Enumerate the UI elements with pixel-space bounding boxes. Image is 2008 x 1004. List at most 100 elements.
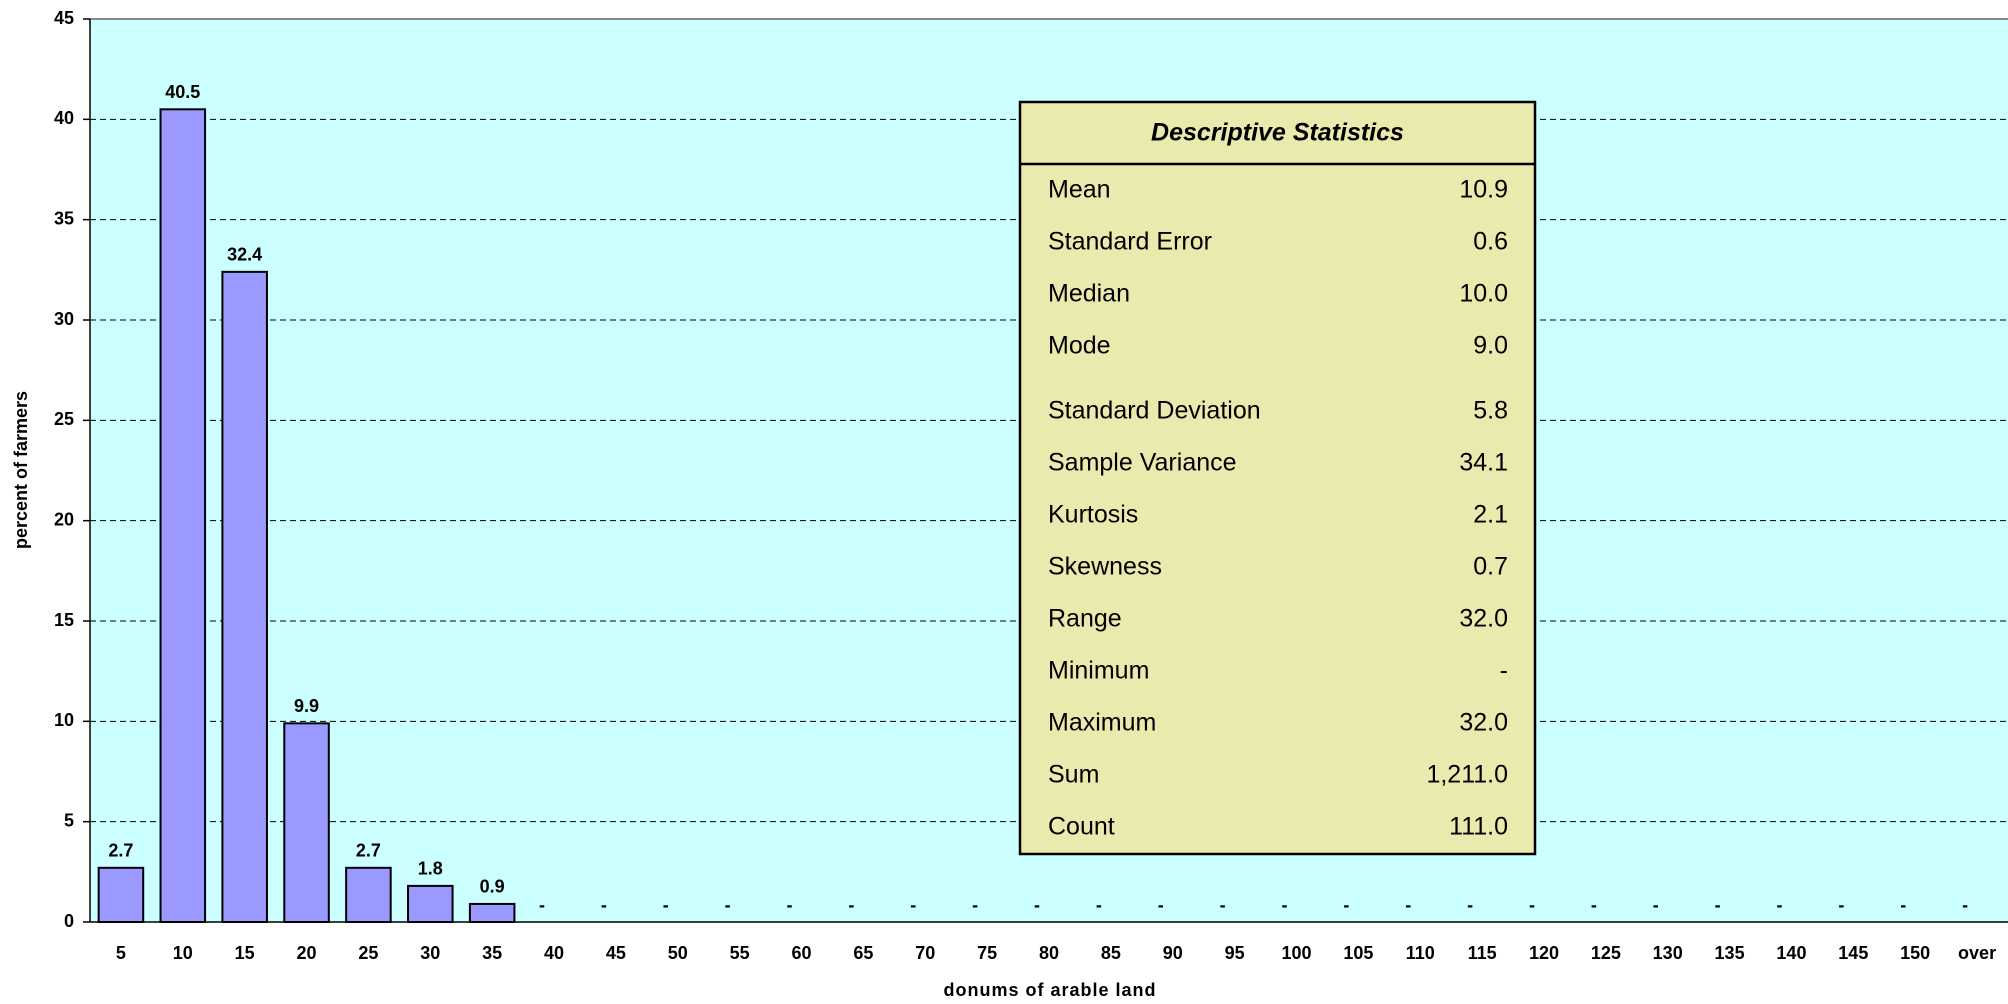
data-label: - (1158, 895, 1164, 915)
x-tick-label: 80 (1039, 943, 1059, 963)
x-tick-label: 15 (235, 943, 255, 963)
data-label: - (663, 895, 669, 915)
data-label: - (1838, 895, 1844, 915)
data-label: - (1343, 895, 1349, 915)
x-tick-label: 10 (173, 943, 193, 963)
x-tick-label: 125 (1591, 943, 1621, 963)
y-tick-label: 15 (54, 610, 74, 630)
stats-label: Maximum (1048, 709, 1156, 737)
data-label: - (787, 895, 793, 915)
bar (407, 884, 454, 924)
x-tick-label: 135 (1715, 943, 1745, 963)
bar (468, 902, 516, 924)
bar (221, 270, 268, 923)
y-tick-label: 35 (54, 208, 74, 228)
x-tick-label: 20 (297, 943, 317, 963)
y-tick-label: 20 (54, 509, 74, 529)
data-label: - (848, 895, 854, 915)
bar (97, 866, 145, 924)
data-label: - (1096, 895, 1102, 915)
stats-label: Mode (1048, 332, 1111, 360)
y-tick-label: 40 (54, 108, 74, 128)
x-tick-label: 60 (792, 943, 812, 963)
stats-label: Kurtosis (1048, 501, 1138, 529)
y-tick-label: 45 (54, 8, 74, 28)
x-tick-label: 110 (1406, 943, 1435, 963)
x-axis-title: donums of arable land (943, 980, 1156, 1000)
y-tick-label: 0 (64, 911, 74, 931)
stats-label: Minimum (1048, 657, 1149, 685)
data-label: 32.4 (227, 245, 262, 265)
stats-value: 5.8 (1473, 397, 1508, 425)
x-tick-label: 5 (116, 943, 126, 963)
y-tick-label: 30 (54, 309, 74, 329)
x-tick-label: 120 (1529, 943, 1559, 963)
stats-label: Standard Deviation (1048, 397, 1261, 425)
stats-value: 0.6 (1473, 228, 1508, 256)
y-axis-title: percent of farmers (11, 391, 31, 549)
data-label: - (1962, 895, 1968, 915)
data-label: - (1529, 895, 1535, 915)
stats-label: Median (1048, 280, 1130, 308)
x-tick-label: 75 (977, 943, 997, 963)
stats-value: - (1500, 657, 1508, 685)
x-tick-label: 95 (1225, 943, 1245, 963)
stats-label: Sum (1048, 761, 1099, 789)
data-label: - (910, 895, 916, 915)
data-label: - (1281, 895, 1287, 915)
x-tick-label: 35 (482, 943, 502, 963)
stats-value: 1,211.0 (1426, 761, 1508, 789)
stats-label: Mean (1048, 176, 1111, 204)
data-label: - (972, 895, 978, 915)
data-label: - (1776, 895, 1782, 915)
stats-value: 0.7 (1473, 553, 1508, 581)
x-tick-label: over (1958, 943, 1996, 963)
x-tick-label: 40 (544, 943, 564, 963)
stats-label: Standard Error (1048, 228, 1212, 256)
y-tick-label: 10 (54, 710, 74, 730)
stats-label: Range (1048, 605, 1122, 633)
stats-value: 32.0 (1459, 709, 1508, 737)
data-label: 9.9 (294, 696, 319, 716)
data-label: 2.7 (356, 841, 381, 861)
data-label: - (1715, 895, 1721, 915)
data-label: - (1405, 895, 1411, 915)
data-label: 40.5 (165, 82, 200, 102)
data-label: - (1034, 895, 1040, 915)
data-label: 0.9 (480, 877, 505, 897)
x-tick-label: 30 (420, 943, 440, 963)
y-tick-label: 25 (54, 409, 74, 429)
x-tick-label: 150 (1900, 943, 1930, 963)
data-label: - (725, 895, 731, 915)
stats-value: 10.0 (1459, 280, 1508, 308)
x-tick-label: 130 (1653, 943, 1683, 963)
bar (345, 866, 392, 924)
stats-value: 34.1 (1459, 449, 1508, 477)
stats-title: Descriptive Statistics (1151, 119, 1404, 147)
stats-value: 9.0 (1473, 332, 1508, 360)
x-tick-label: 45 (606, 943, 626, 963)
data-label: - (539, 895, 545, 915)
stats-label: Sample Variance (1048, 449, 1237, 477)
stats-box (1018, 100, 1537, 856)
x-tick-label: 100 (1281, 943, 1311, 963)
bar (283, 722, 330, 924)
stats-value: 2.1 (1473, 501, 1508, 529)
x-tick-label: 145 (1838, 943, 1868, 963)
x-tick-label: 65 (853, 943, 873, 963)
x-tick-label: 25 (358, 943, 378, 963)
stats-value: 10.9 (1459, 176, 1508, 204)
data-label: - (601, 895, 607, 915)
x-tick-label: 70 (915, 943, 935, 963)
x-tick-label: 90 (1163, 943, 1183, 963)
stats-label: Count (1048, 813, 1115, 841)
x-tick-label: 105 (1343, 943, 1373, 963)
data-label: - (1900, 895, 1906, 915)
x-tick-label: 50 (668, 943, 688, 963)
data-label: 2.7 (108, 841, 133, 861)
data-label: - (1653, 895, 1659, 915)
y-tick-label: 5 (64, 810, 74, 830)
stats-value: 32.0 (1459, 605, 1508, 633)
data-label: - (1467, 895, 1473, 915)
x-tick-label: 115 (1468, 943, 1497, 963)
